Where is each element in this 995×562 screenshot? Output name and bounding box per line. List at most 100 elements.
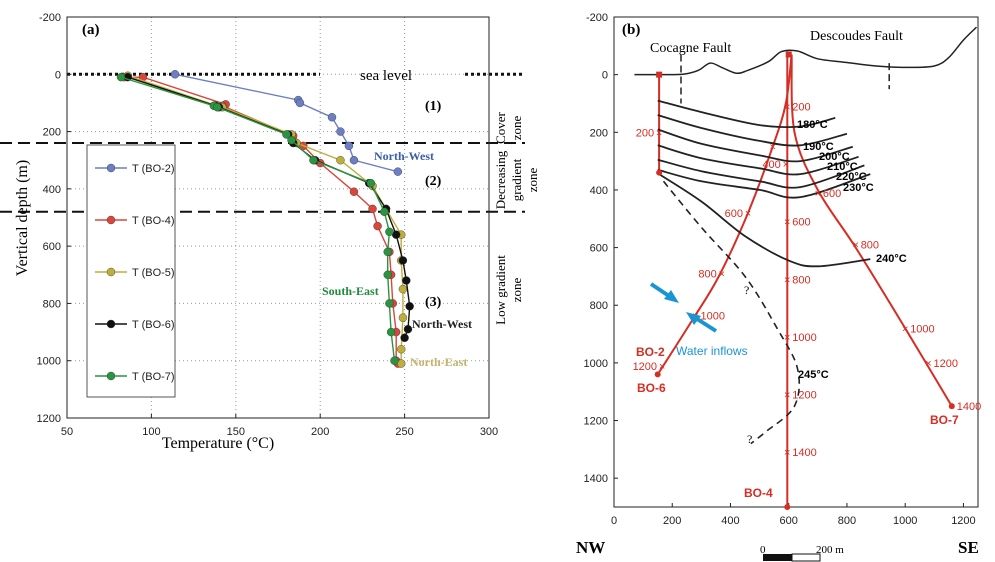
a-data-point bbox=[400, 333, 409, 342]
a-y-tick-label: 1000 bbox=[37, 356, 61, 368]
a-data-point bbox=[349, 187, 359, 196]
b-x-tick-label: 600 bbox=[780, 515, 798, 527]
isotherm-label-190: 190°C bbox=[803, 141, 834, 153]
a-y-tick-label: -200 bbox=[39, 12, 61, 24]
svg-text:zone: zone bbox=[509, 116, 524, 141]
isotherm-line-180c bbox=[657, 99, 836, 129]
a-x-ticks: 50 100 150 200 250 300 bbox=[61, 414, 498, 438]
a-x-tick-label: 300 bbox=[480, 426, 498, 438]
a-data-point bbox=[366, 178, 376, 188]
b-x-ticks: 0 200 400 600 800 1000 1200 bbox=[611, 503, 976, 527]
a-data-point bbox=[349, 156, 359, 165]
isotherm-line-230c bbox=[657, 168, 871, 199]
b-y-tick-label: 400 bbox=[590, 185, 608, 197]
a-data-point bbox=[170, 70, 180, 79]
annotation-north-west-black: North-West bbox=[412, 317, 472, 331]
b-x-tick-label: 1200 bbox=[951, 515, 975, 527]
a-data-point bbox=[383, 270, 392, 279]
a-x-tick-label: 50 bbox=[61, 426, 73, 438]
a-data-point bbox=[116, 72, 126, 82]
md-cross-marker: × bbox=[784, 217, 790, 229]
well-end-marker bbox=[948, 403, 955, 410]
md-cross-marker: × bbox=[656, 127, 662, 139]
md-label-bo4: 1200 bbox=[792, 390, 816, 402]
b-x-tick-label: 200 bbox=[663, 515, 681, 527]
question-mark-upper: ? bbox=[744, 283, 749, 297]
a-data-point bbox=[390, 356, 399, 365]
md-label-bo6: 800 bbox=[698, 269, 716, 281]
md-cross-marker: × bbox=[783, 159, 789, 171]
a-legend-swatch-marker bbox=[106, 215, 116, 225]
a-y-tick-label: 600 bbox=[43, 241, 61, 253]
panel-a: 50 100 150 200 250 300 -200 0 200 400 600 800 1000 1… bbox=[0, 12, 540, 452]
b-y-tick-label: 600 bbox=[590, 243, 608, 255]
isotherm-line-220c bbox=[657, 158, 865, 189]
a-legend-box bbox=[86, 144, 176, 398]
a-legend: T (BO-2) T (BO-4) T (BO-5) T (BO-6) T (BO-7) bbox=[86, 144, 176, 398]
a-data-point bbox=[309, 156, 318, 165]
b-y-tick-label: -200 bbox=[586, 12, 608, 24]
a-x-tick-label: 150 bbox=[227, 426, 245, 438]
md-label-bo7: 800 bbox=[861, 240, 879, 252]
scale-bar-white bbox=[791, 553, 821, 562]
a-data-point bbox=[368, 204, 377, 214]
a-y-tick-label: 0 bbox=[55, 69, 61, 81]
a-data-point bbox=[385, 299, 394, 308]
b-x-tick-label: 400 bbox=[721, 515, 739, 527]
md-cross-marker: × bbox=[925, 358, 931, 370]
b-x-tick-label: 0 bbox=[611, 515, 617, 527]
md-cross-marker: × bbox=[769, 142, 775, 154]
a-y-ticks: -200 0 200 400 600 800 1000 1200 bbox=[37, 12, 71, 425]
annotation-north-west-blue: North-West bbox=[374, 149, 434, 163]
isotherm-line-200c bbox=[657, 128, 854, 163]
a-data-point bbox=[373, 221, 382, 231]
md-cross-marker: × bbox=[902, 323, 908, 335]
md-cross-marker: × bbox=[784, 101, 790, 113]
a-legend-swatch-marker bbox=[106, 267, 116, 277]
md-label-bo7: 1400 bbox=[957, 401, 981, 413]
isotherm-label-180: 180°C bbox=[797, 119, 828, 131]
a-legend-swatch-marker bbox=[106, 163, 116, 173]
md-label-bo7: 1000 bbox=[910, 323, 934, 335]
md-label-bo4: 400 bbox=[762, 159, 780, 171]
b-y-tick-label: 1000 bbox=[584, 358, 608, 370]
a-series-line bbox=[174, 73, 398, 173]
scale-bar-start: 0 bbox=[760, 544, 766, 556]
a-data-point bbox=[393, 167, 403, 176]
a-legend-swatch-marker bbox=[106, 371, 116, 381]
annotation-north-east: North-East bbox=[410, 355, 467, 369]
md-label-bo6: 1000 bbox=[701, 310, 725, 322]
a-x-tick-label: 200 bbox=[311, 426, 329, 438]
isotherm-label-220: 220°C bbox=[836, 171, 867, 183]
a-y-tick-label: 400 bbox=[43, 184, 61, 196]
a-data-point bbox=[386, 327, 396, 337]
a-series-line bbox=[120, 76, 396, 361]
md-cross-marker: × bbox=[719, 269, 725, 281]
a-data-point bbox=[405, 302, 414, 311]
a-data-point bbox=[336, 156, 345, 165]
md-cross-marker: × bbox=[745, 208, 751, 220]
zone-3-name: Low gradient zone bbox=[493, 255, 524, 325]
md-cross-marker: × bbox=[659, 361, 665, 373]
a-plot-frame bbox=[66, 16, 490, 419]
isotherm-line-190c bbox=[657, 114, 848, 147]
inflow-arrowhead-lower-icon bbox=[686, 312, 701, 325]
wellhead-marker bbox=[656, 71, 663, 78]
wellhead-marker bbox=[785, 51, 792, 58]
zone-2-name: Decreasing gradient zone bbox=[493, 150, 540, 209]
a-data-point bbox=[402, 276, 411, 285]
isotherm-label-200: 200°C bbox=[819, 151, 850, 163]
a-data-point bbox=[295, 98, 305, 108]
a-panel-label: (a) bbox=[82, 22, 100, 38]
b-y-tick-label: 1200 bbox=[584, 416, 608, 428]
md-label-bo2: 200 bbox=[636, 127, 654, 139]
a-data-point bbox=[213, 103, 222, 112]
a-data-point bbox=[344, 141, 354, 151]
md-cross-marker: × bbox=[784, 447, 790, 459]
b-panel-label: (b) bbox=[622, 22, 640, 38]
a-data-point bbox=[336, 127, 345, 136]
a-series-t-bo-7- bbox=[116, 72, 399, 365]
a-data-point bbox=[282, 130, 291, 139]
question-mark-lower: ? bbox=[747, 432, 752, 446]
